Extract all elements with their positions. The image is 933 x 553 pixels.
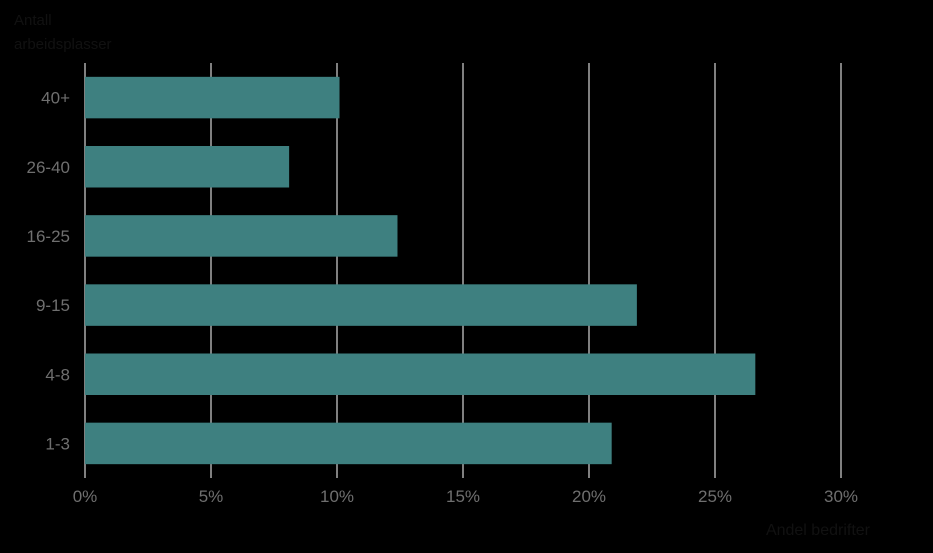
x-tick-label: 25% [698,487,732,506]
y-tick-labels: 40+ 26-40 16-25 9-15 4-8 1-3 [27,89,71,454]
y-tick-label: 26-40 [27,158,70,177]
y-tick-label: 40+ [41,89,70,108]
x-tick-label: 15% [446,487,480,506]
bar-1-3 [85,422,612,465]
bar-4-8 [85,353,756,395]
bar-26-40 [85,146,290,188]
y-axis-label-line1: Antall [14,12,52,29]
y-axis-label-line2: arbeidsplasser [14,36,112,53]
bar-16-25 [85,215,398,257]
gridlines [84,63,842,478]
y-tick-label: 4-8 [45,365,70,384]
bars [85,76,756,465]
x-axis-label: Andel bedrifter [766,522,871,539]
x-tick-label: 10% [320,487,354,506]
x-tick-label: 0% [73,487,98,506]
x-tick-label: 30% [824,487,858,506]
x-tick-labels: 0% 5% 10% 15% 20% 25% 30% [73,487,858,506]
y-tick-label: 16-25 [27,227,70,246]
bar-40+ [85,76,340,119]
y-tick-label: 1-3 [45,434,70,453]
bar-9-15 [85,284,637,326]
y-tick-label: 9-15 [36,296,70,315]
x-tick-label: 20% [572,487,606,506]
x-tick-label: 5% [199,487,224,506]
